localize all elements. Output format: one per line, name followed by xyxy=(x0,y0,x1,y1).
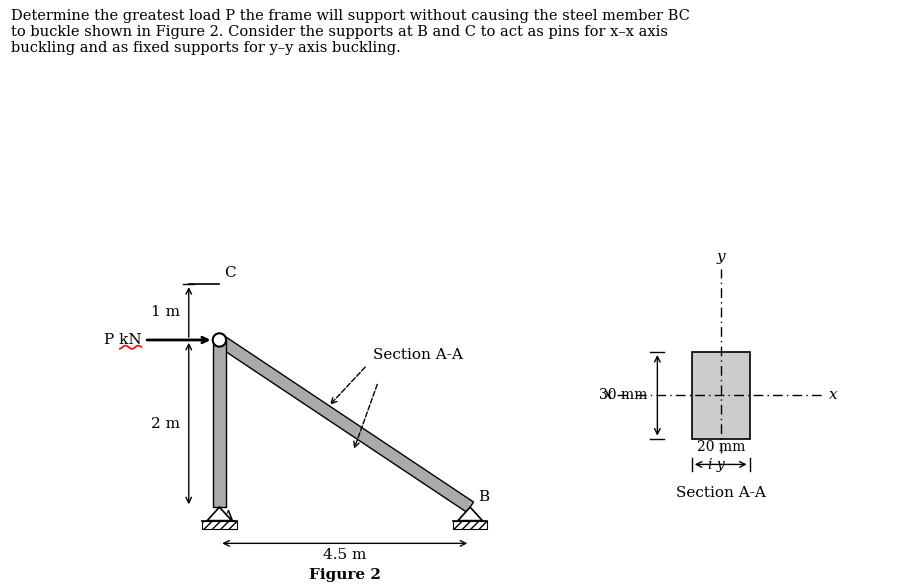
Text: y: y xyxy=(716,250,725,264)
Text: B: B xyxy=(479,490,490,505)
Bar xyxy=(453,520,487,529)
Text: Determine the greatest load P the frame will support without causing the steel m: Determine the greatest load P the frame … xyxy=(11,9,689,55)
Bar xyxy=(202,520,237,529)
Text: x: x xyxy=(604,389,612,403)
Circle shape xyxy=(212,333,226,347)
Text: x: x xyxy=(829,389,838,403)
Polygon shape xyxy=(216,335,473,512)
Text: i y: i y xyxy=(707,458,724,472)
Bar xyxy=(692,352,750,438)
Bar xyxy=(213,340,226,507)
Polygon shape xyxy=(458,507,482,520)
Polygon shape xyxy=(207,507,231,520)
Text: 1 m: 1 m xyxy=(151,305,180,319)
Text: Section A-A: Section A-A xyxy=(676,486,766,500)
Text: 2 m: 2 m xyxy=(151,417,180,431)
Text: C: C xyxy=(224,266,236,280)
Text: A: A xyxy=(222,510,233,524)
Text: 20 mm: 20 mm xyxy=(697,440,745,454)
Text: P kN: P kN xyxy=(104,333,141,347)
Text: Figure 2: Figure 2 xyxy=(309,568,381,582)
Text: 30 mm: 30 mm xyxy=(598,389,647,403)
Text: Section A-A: Section A-A xyxy=(373,348,463,362)
Text: 4.5 m: 4.5 m xyxy=(323,548,366,562)
